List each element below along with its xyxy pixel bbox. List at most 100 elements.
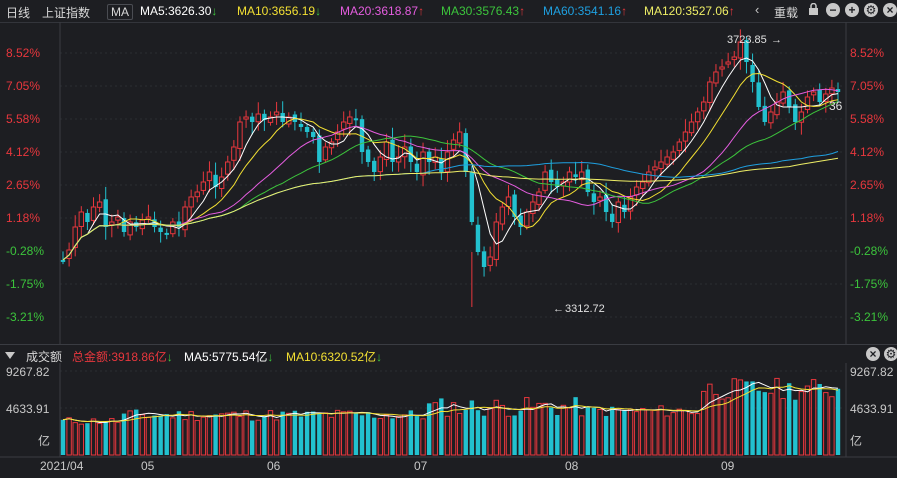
candle — [731, 56, 737, 61]
overlay-button[interactable]: 重载 — [774, 6, 799, 20]
volume-tick-right-0: 9267.82 — [850, 365, 894, 379]
price-chart[interactable]: 8.52% 7.05% 5.58% 4.12% 2.65% 1.18% -0.28% -1.7… — [0, 22, 897, 344]
candle — [188, 196, 194, 208]
volume-bar — [694, 413, 701, 456]
volume-bar — [194, 420, 200, 456]
volume-bar — [793, 399, 798, 455]
plus-icon[interactable]: + — [845, 3, 859, 17]
candle — [200, 181, 207, 191]
price-tick-left-6: -0.28% — [6, 244, 44, 258]
candle — [347, 116, 353, 124]
price-tick-right-6: -0.28% — [850, 244, 888, 258]
candle — [810, 91, 817, 96]
candle — [90, 206, 97, 221]
candle — [585, 169, 591, 192]
date-label-5: 09 — [721, 459, 735, 473]
candle — [688, 121, 695, 134]
candle — [707, 81, 713, 103]
candle — [633, 186, 640, 196]
volume-bar — [176, 411, 182, 455]
candle — [164, 232, 169, 235]
indicator-selector[interactable]: MA — [107, 4, 133, 20]
volume-bar — [188, 411, 194, 456]
candle — [573, 174, 578, 177]
candle — [341, 121, 347, 130]
volume-bar — [255, 419, 261, 456]
collapse-left-icon[interactable]: ‹ — [755, 2, 760, 17]
period-selector[interactable]: 日线 — [6, 6, 31, 20]
candle — [829, 87, 835, 95]
collapse-volume-icon[interactable] — [5, 349, 15, 363]
volume-tick-right-1: 4633.91 — [850, 402, 894, 416]
volume-bar — [701, 390, 707, 456]
volume-bar — [249, 420, 255, 455]
volume-bar — [823, 392, 829, 456]
candle — [109, 221, 115, 226]
volume-bar — [310, 411, 316, 455]
candle — [542, 171, 548, 191]
candle — [475, 224, 481, 252]
minus-icon[interactable]: − — [826, 3, 840, 17]
volume-bar — [78, 423, 85, 456]
candle — [622, 204, 627, 212]
volume-bar — [493, 399, 499, 456]
ma5-line — [62, 57, 839, 261]
candle — [359, 119, 365, 152]
close-icon[interactable]: × — [883, 3, 897, 17]
volume-bar — [322, 412, 329, 456]
candle — [469, 172, 475, 222]
index-name[interactable]: 上证指数 — [42, 6, 91, 20]
volume-bar — [139, 414, 146, 456]
high-marker: 3723.85 — [727, 34, 767, 46]
volume-tick-left-0: 9267.82 — [6, 365, 50, 379]
candle — [395, 156, 402, 163]
lock-icon[interactable] — [808, 2, 819, 19]
volume-bar — [731, 378, 737, 456]
volume-bar — [762, 392, 767, 455]
settings-icon[interactable]: ⚙ — [864, 3, 878, 17]
candle — [768, 111, 774, 124]
volume-bar — [756, 390, 761, 455]
candle — [328, 141, 335, 149]
volume-bar — [432, 402, 438, 456]
volume-bar — [640, 408, 646, 456]
volume-bar — [610, 406, 615, 455]
date-label-0: 2021/04 — [40, 459, 84, 473]
price-tick-right-5: 1.18% — [850, 211, 884, 225]
volume-bar — [414, 416, 420, 455]
volume-settings-icon[interactable]: ⚙ — [884, 347, 897, 361]
volume-close-icon[interactable]: × — [866, 347, 880, 361]
candle — [536, 191, 542, 205]
volume-bar — [341, 411, 347, 456]
volume-bar — [555, 414, 560, 455]
candle — [402, 146, 408, 158]
candle — [152, 219, 157, 227]
volume-bar — [622, 410, 627, 455]
volume-bar — [530, 406, 536, 456]
volume-bar — [597, 408, 603, 456]
volume-bar — [670, 412, 676, 456]
price-tick-right-7: -1.75% — [850, 277, 888, 291]
candle — [390, 139, 395, 162]
volume-chart[interactable]: 9267.82 4633.91 亿 9267.82 4633.91 亿 2021… — [0, 363, 897, 478]
volume-bar — [652, 409, 658, 456]
candle — [530, 201, 536, 214]
volume-bar — [542, 402, 548, 456]
candle — [719, 66, 725, 70]
price-tick-left-4: 2.65% — [6, 178, 40, 192]
candle — [786, 90, 792, 107]
volume-bar — [395, 415, 402, 456]
volume-tick-right-2: 亿 — [850, 433, 862, 448]
candle — [652, 166, 658, 171]
chart-toolbar: 日线 上证指数 MA MA5:3626.30↓ MA10:3656.19↓ MA… — [0, 0, 897, 23]
volume-bar — [353, 413, 359, 455]
volume-bar — [579, 415, 585, 456]
date-label-1: 05 — [141, 459, 155, 473]
price-tick-right-4: 2.65% — [850, 178, 884, 192]
volume-bar — [835, 388, 841, 455]
candle — [615, 201, 622, 224]
volume-bar — [134, 409, 139, 455]
volume-bar — [548, 407, 554, 455]
candle — [206, 171, 213, 182]
candle — [817, 89, 822, 102]
